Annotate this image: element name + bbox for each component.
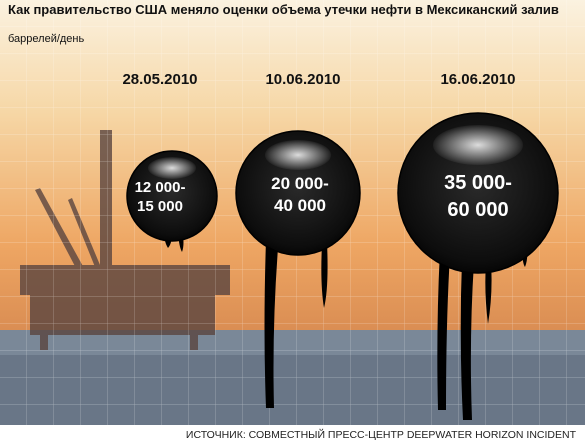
- footer: [0, 425, 585, 447]
- range-from: 35 000-: [444, 172, 512, 194]
- date: 10.06.2010: [265, 71, 340, 88]
- range-from: 12 000-: [135, 179, 186, 196]
- bubble-2: 10.06.2010 20 000- 40 000: [235, 71, 361, 408]
- bubble-3: 16.06.2010 35 000- 60 000: [397, 71, 559, 420]
- range-to: 40 000: [274, 196, 326, 215]
- source: ИСТОЧНИК: СОВМЕСТНЫЙ ПРЕСС-ЦЕНТР DEEPWAT…: [186, 428, 577, 441]
- range-to: 15 000: [137, 198, 183, 215]
- title: Как правительство США меняло оценки объе…: [8, 2, 559, 17]
- date: 28.05.2010: [122, 71, 197, 88]
- range-to: 60 000: [447, 199, 508, 221]
- subtitle: баррелей/день: [8, 33, 85, 45]
- range-from: 20 000-: [271, 174, 329, 193]
- date: 16.06.2010: [440, 71, 515, 88]
- bubble-1: 28.05.2010 12 000- 15 000: [122, 71, 218, 252]
